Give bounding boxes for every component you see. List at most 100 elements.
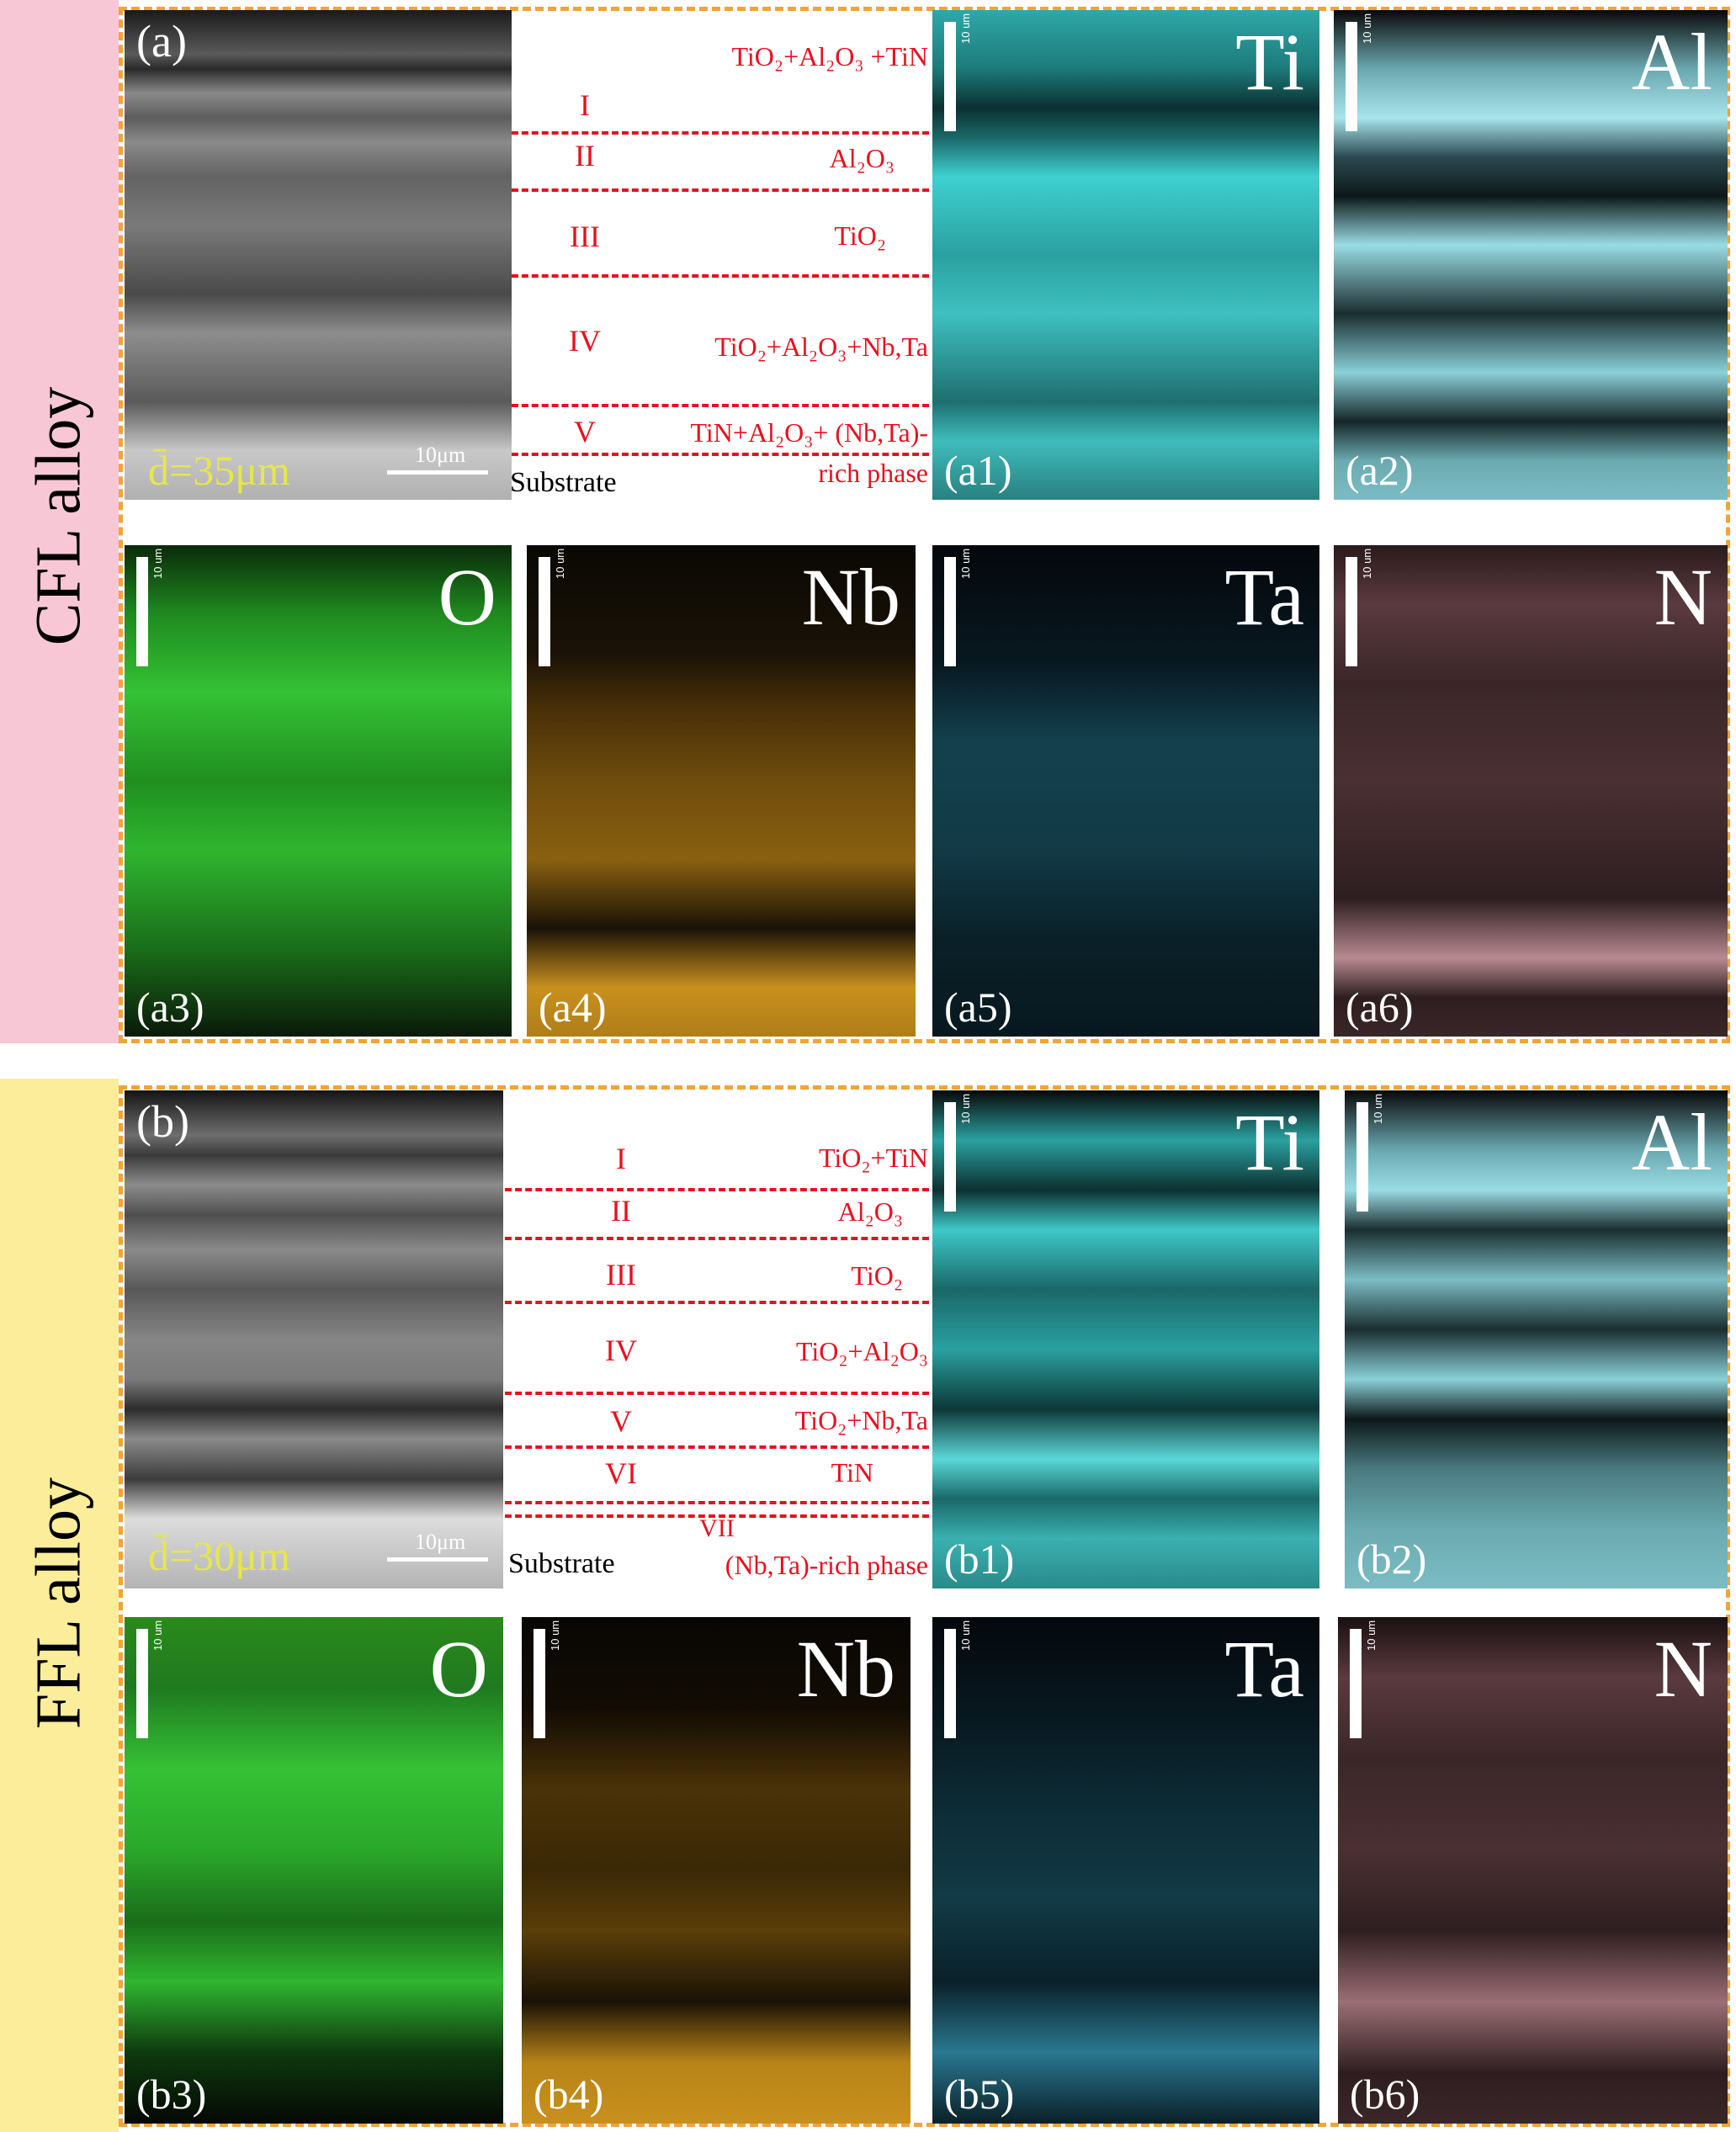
panel-label-a3: (a3) [136,984,204,1031]
panel-label-a5: (a5) [944,984,1012,1031]
cfl-side-label: CFL alloy [23,386,94,646]
layer-roman-b-VII: VII [699,1514,735,1542]
scalebar-b3 [136,1629,148,1738]
scale-text-b5: 10 um [959,1620,972,1651]
cfl-frame [119,7,1730,1043]
element-label-a3: O [438,552,496,642]
layer-line-a5 [512,453,929,456]
panel-label-a: (a) [136,16,187,66]
sem-image-a: (a) d̄=35μm 10μm [125,10,512,500]
scalebar-b6 [1350,1629,1362,1738]
map-a6: 10 um N (a6) [1334,545,1728,1037]
scale-text-a1: 10 um [959,13,972,44]
layer-roman-a-III: III [570,220,600,253]
scalebar-a4 [539,557,550,666]
panel-label-b4: (b4) [534,2071,604,2118]
layer-line-a1 [512,131,929,135]
layer-phase-b-II: Al₂O₃ [837,1196,903,1227]
scale-text-b6: 10 um [1365,1620,1378,1651]
substrate-label-b: Substrate [508,1548,615,1579]
map-b5: 10 um Ta (b5) [932,1617,1319,2124]
element-label-a1: Ti [1235,17,1304,107]
ffl-side-label: FFL alloy [23,1477,94,1730]
element-label-b1: Ti [1235,1097,1304,1187]
layer-line-b6 [505,1501,929,1504]
layer-phase-b-III: TiO₂ [851,1260,903,1291]
ffl-frame [119,1085,1730,2127]
layer-phase-a-I: TiO₂+Al₂O₃ +TiN [731,41,928,72]
panel-label-a6: (a6) [1346,984,1414,1031]
panel-label-a4: (a4) [539,984,607,1031]
layer-roman-b-V: V [610,1404,632,1438]
layer-roman-a-II: II [575,139,595,172]
map-a2: 10 um Al (a2) [1334,10,1728,500]
map-b6: 10 um N (b6) [1338,1617,1728,2124]
layer-line-a2 [512,188,929,192]
layer-line-b7 [505,1514,929,1518]
sem-scale-text-a: 10μm [415,443,466,467]
layer-line-a4 [512,404,929,407]
map-a3: 10 um O (a3) [125,545,512,1037]
scalebar-b4 [534,1629,545,1738]
sem-scale-bar-b [387,1557,488,1562]
element-label-a2: Al [1632,17,1712,107]
layer-phase-a-II: Al₂O₃ [829,143,895,173]
element-label-b4: Nb [796,1624,895,1714]
layer-roman-b-II: II [611,1194,631,1228]
scale-text-a4: 10 um [554,548,566,579]
layer-line-b4 [505,1392,929,1395]
layer-line-a3 [512,274,929,278]
layer-roman-b-III: III [606,1258,636,1291]
scale-text-b3: 10 um [151,1620,164,1651]
element-label-b6: N [1654,1624,1712,1714]
panel-label-a2: (a2) [1346,447,1414,494]
scalebar-a2 [1346,22,1357,131]
ffl-side-band: FFL alloy [0,1079,119,2132]
map-b3: 10 um O (b3) [125,1617,503,2124]
panel-label-a1: (a1) [944,447,1012,494]
layer-line-b3 [505,1301,929,1304]
layer-line-b5 [505,1445,929,1449]
scalebar-b5 [944,1629,956,1738]
sem-image-b: (b) d̄=30μm 10μm [125,1090,503,1588]
scalebar-a1 [944,22,956,131]
layer-roman-a-I: I [580,88,590,122]
map-a5: 10 um Ta (a5) [932,545,1319,1037]
panel-label-b1: (b1) [944,1535,1015,1583]
layer-phase-b-IV: TiO₂+Al₂O₃ [795,1336,928,1366]
scale-text-b4: 10 um [549,1620,561,1651]
grain-size-a: d̄=35μm [148,447,290,494]
panel-label-b2: (b2) [1356,1535,1427,1583]
layer-phase-b-V: TiO₂+Nb,Ta [794,1405,928,1435]
sem-scale-text-b: 10μm [415,1530,466,1554]
scalebar-b1 [944,1102,956,1212]
layer-phase-b-VI: TiN [831,1457,873,1488]
scale-text-b1: 10 um [959,1093,972,1124]
map-b4: 10 um Nb (b4) [522,1617,910,2124]
panel-label-b: (b) [136,1096,189,1147]
element-label-b5: Ta [1224,1624,1304,1714]
sem-scale-bar-a [387,470,488,475]
layer-phase-a-IV: TiO₂+Al₂O₃+Nb,Ta [714,331,928,362]
layer-roman-a-V: V [574,415,596,448]
layer-phase-a-V: TiN+Al₂O₃+ (Nb,Ta)-rich phase [690,417,928,488]
layer-phase-b-VII: (Nb,Ta)-rich phase [725,1550,928,1580]
element-label-b3: O [429,1624,488,1714]
element-label-a6: N [1654,552,1712,642]
element-label-a4: Nb [801,552,900,642]
scalebar-a5 [944,557,956,666]
layer-phase-b-I: TiO₂+TiN [818,1143,928,1173]
panel-label-b5: (b5) [944,2071,1015,2118]
panel-label-b3: (b3) [136,2071,207,2118]
scale-text-a6: 10 um [1361,548,1373,579]
map-b1: 10 um Ti (b1) [932,1090,1319,1588]
scale-text-a2: 10 um [1361,13,1373,44]
cfl-side-band: CFL alloy [0,0,119,1043]
scale-text-b2: 10 um [1372,1093,1384,1124]
panel-label-b6: (b6) [1350,2071,1420,2118]
element-label-b2: Al [1632,1097,1712,1187]
scalebar-a6 [1346,557,1357,666]
element-label-a5: Ta [1224,552,1304,642]
map-b2: 10 um Al (b2) [1345,1090,1728,1588]
scalebar-a3 [136,557,148,666]
